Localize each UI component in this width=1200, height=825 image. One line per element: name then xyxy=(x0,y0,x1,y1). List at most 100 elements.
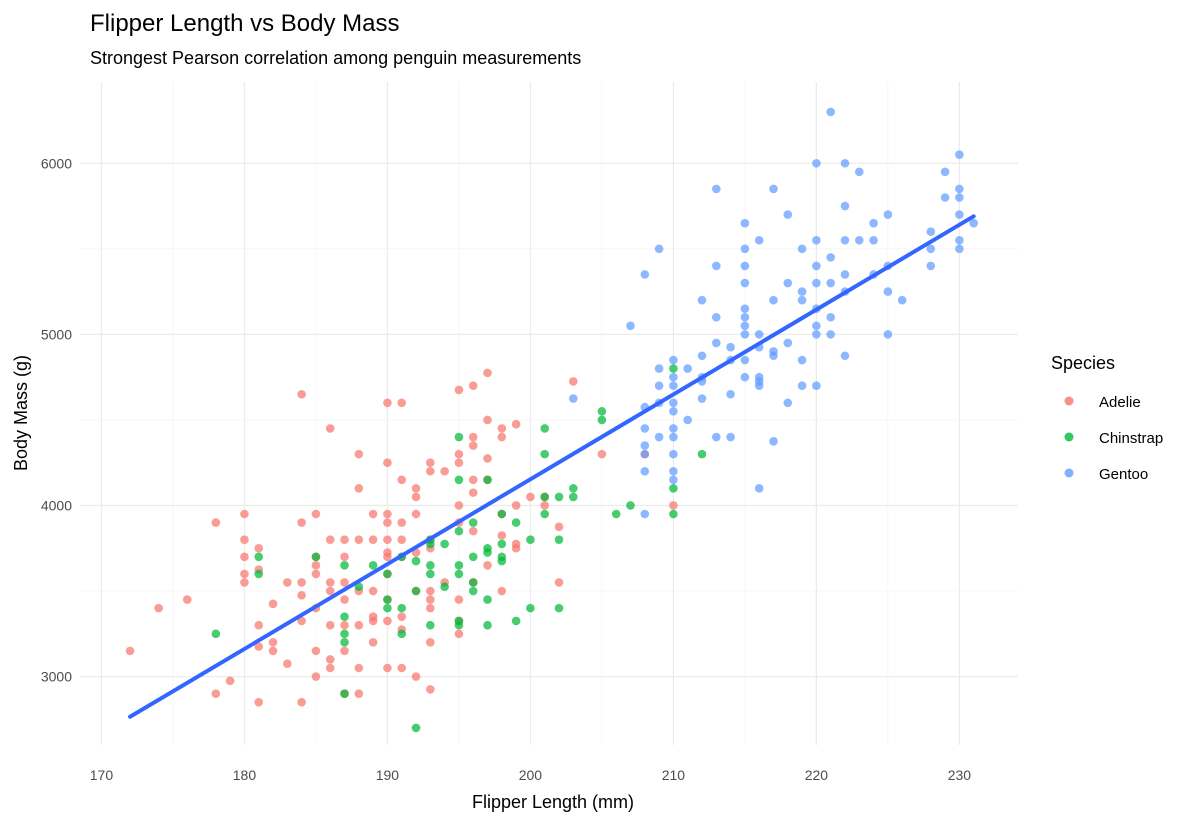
data-point-adelie xyxy=(311,646,321,656)
data-point-gentoo xyxy=(569,394,578,403)
data-point-gentoo xyxy=(726,342,735,352)
data-point-chinstrap xyxy=(526,603,535,613)
data-point-gentoo xyxy=(812,278,821,288)
data-point-gentoo xyxy=(769,437,778,446)
data-point-adelie xyxy=(511,419,521,429)
y-tick-label: 3000 xyxy=(41,669,72,685)
data-point-gentoo xyxy=(711,338,721,348)
data-point-adelie xyxy=(483,454,492,463)
data-point-gentoo xyxy=(669,398,678,408)
data-point-adelie xyxy=(569,377,578,386)
data-point-gentoo xyxy=(669,407,678,416)
data-point-gentoo xyxy=(726,389,735,399)
data-point-adelie xyxy=(411,492,421,502)
data-point-adelie xyxy=(411,672,421,681)
data-point-gentoo xyxy=(940,193,950,202)
data-point-adelie xyxy=(426,685,435,694)
data-point-chinstrap xyxy=(254,552,264,562)
data-point-chinstrap xyxy=(540,449,550,459)
data-point-adelie xyxy=(354,484,364,493)
data-point-gentoo xyxy=(711,261,721,271)
data-point-adelie xyxy=(454,449,464,459)
data-point-chinstrap xyxy=(540,509,550,519)
data-point-chinstrap xyxy=(454,526,464,536)
data-point-gentoo xyxy=(969,218,978,228)
data-point-adelie xyxy=(240,569,249,579)
data-point-gentoo xyxy=(740,355,750,365)
data-point-adelie xyxy=(426,603,435,613)
legend-label-chinstrap: Chinstrap xyxy=(1099,430,1163,447)
data-point-gentoo xyxy=(654,432,664,442)
data-point-adelie xyxy=(669,501,678,510)
data-point-adelie xyxy=(354,663,364,673)
data-point-chinstrap xyxy=(483,620,492,630)
legend: Species Adelie Chinstrap Gentoo xyxy=(1051,353,1163,483)
data-point-adelie xyxy=(325,663,335,673)
data-point-gentoo xyxy=(812,261,821,271)
x-tick-label: 230 xyxy=(948,767,972,783)
data-point-chinstrap xyxy=(611,509,621,519)
data-point-chinstrap xyxy=(340,629,349,639)
data-point-gentoo xyxy=(669,355,678,365)
data-point-chinstrap xyxy=(554,492,564,502)
data-point-adelie xyxy=(311,561,321,570)
data-point-chinstrap xyxy=(468,586,478,596)
data-point-adelie xyxy=(268,638,278,647)
data-point-adelie xyxy=(383,398,392,408)
data-point-chinstrap xyxy=(311,552,321,562)
data-point-gentoo xyxy=(740,312,750,322)
data-point-gentoo xyxy=(626,321,635,331)
data-point-adelie xyxy=(426,458,435,467)
data-point-gentoo xyxy=(797,287,807,296)
data-point-adelie xyxy=(340,595,349,604)
data-point-adelie xyxy=(597,449,607,459)
data-point-chinstrap xyxy=(454,561,464,570)
data-point-chinstrap xyxy=(211,629,221,639)
data-point-adelie xyxy=(397,663,407,673)
data-point-gentoo xyxy=(854,235,864,245)
data-point-gentoo xyxy=(669,466,678,476)
data-point-gentoo xyxy=(740,321,750,331)
data-point-adelie xyxy=(411,509,421,519)
data-point-gentoo xyxy=(711,432,721,442)
data-point-adelie xyxy=(397,475,407,485)
data-point-adelie xyxy=(397,398,407,408)
legend-key-gentoo xyxy=(1064,468,1074,478)
data-point-gentoo xyxy=(654,244,664,254)
data-point-chinstrap xyxy=(497,556,507,566)
data-point-chinstrap xyxy=(526,535,535,544)
x-axis-title: Flipper Length (mm) xyxy=(472,792,634,812)
data-point-gentoo xyxy=(640,509,650,519)
data-point-gentoo xyxy=(783,338,793,348)
data-point-chinstrap xyxy=(511,518,521,527)
data-point-adelie xyxy=(211,518,221,527)
data-point-adelie xyxy=(454,629,464,639)
data-point-chinstrap xyxy=(569,492,578,502)
data-point-adelie xyxy=(211,689,221,698)
data-point-chinstrap xyxy=(468,552,478,562)
data-point-gentoo xyxy=(955,244,964,254)
data-point-gentoo xyxy=(955,150,964,160)
data-point-adelie xyxy=(383,663,392,673)
data-point-adelie xyxy=(468,381,478,390)
data-point-adelie xyxy=(468,526,478,536)
data-point-gentoo xyxy=(955,235,964,245)
data-point-adelie xyxy=(383,518,392,527)
data-point-gentoo xyxy=(897,295,907,305)
data-point-adelie xyxy=(125,646,135,656)
data-point-adelie xyxy=(225,676,235,686)
data-point-adelie xyxy=(383,509,392,519)
data-point-gentoo xyxy=(740,218,750,228)
data-point-adelie xyxy=(297,578,306,587)
data-point-adelie xyxy=(397,535,407,544)
data-point-adelie xyxy=(297,616,306,626)
data-point-chinstrap xyxy=(454,475,464,485)
data-point-chinstrap xyxy=(340,638,349,647)
data-point-gentoo xyxy=(669,432,678,442)
data-point-adelie xyxy=(454,385,464,395)
legend-label-gentoo: Gentoo xyxy=(1099,466,1148,483)
data-point-gentoo xyxy=(883,287,893,296)
x-tick-label: 200 xyxy=(519,767,543,783)
data-point-gentoo xyxy=(826,330,835,339)
data-point-chinstrap xyxy=(597,407,607,416)
